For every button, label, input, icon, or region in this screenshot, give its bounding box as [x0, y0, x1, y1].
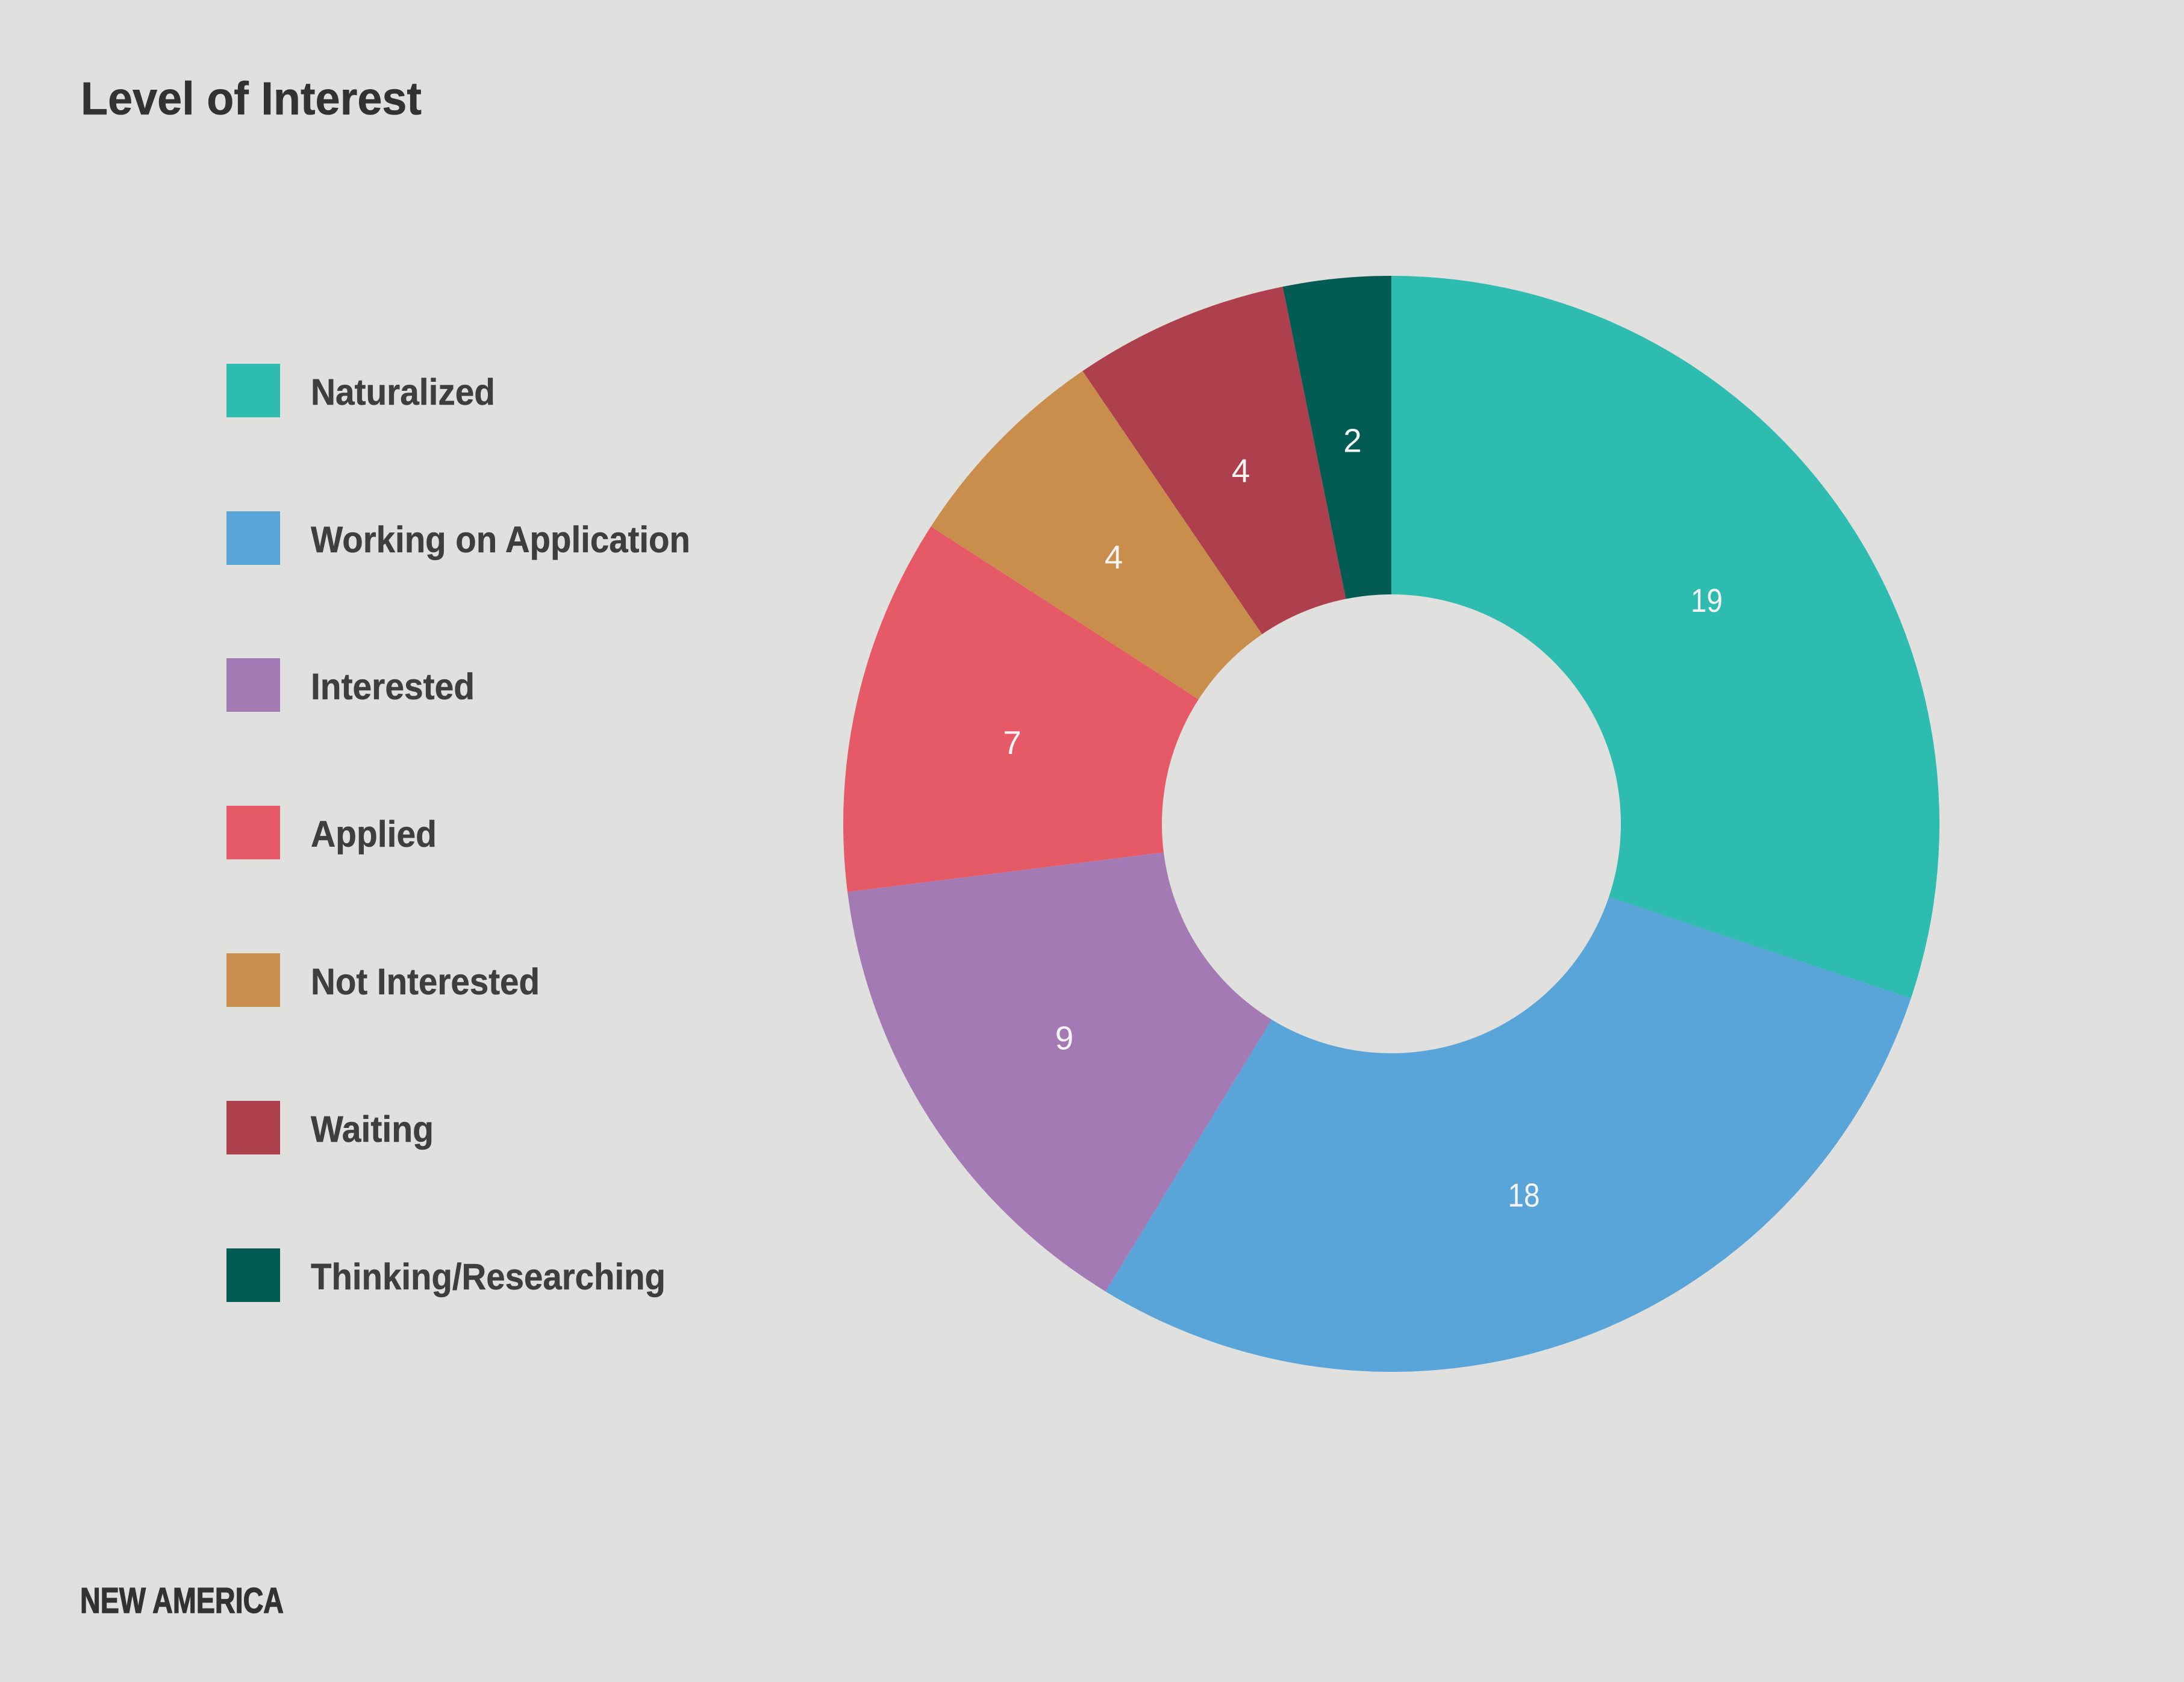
svg-text:4: 4: [1232, 452, 1250, 490]
svg-text:Naturalized: Naturalized: [311, 372, 495, 413]
svg-text:9: 9: [1055, 1020, 1074, 1057]
svg-text:NEW AMERICA: NEW AMERICA: [80, 1581, 284, 1621]
svg-text:Level of Interest: Level of Interest: [81, 73, 422, 125]
svg-text:2: 2: [1343, 422, 1362, 459]
svg-text:Waiting: Waiting: [311, 1109, 434, 1150]
svg-text:Applied: Applied: [311, 814, 437, 855]
svg-text:Thinking/Researching: Thinking/Researching: [311, 1256, 666, 1297]
svg-text:Interested: Interested: [311, 666, 475, 707]
svg-text:Not Interested: Not Interested: [311, 961, 540, 1002]
svg-text:19: 19: [1691, 582, 1723, 619]
svg-text:4: 4: [1105, 538, 1123, 576]
svg-text:18: 18: [1508, 1177, 1540, 1214]
svg-text:7: 7: [1003, 724, 1022, 761]
svg-text:Working on Application: Working on Application: [311, 519, 690, 560]
